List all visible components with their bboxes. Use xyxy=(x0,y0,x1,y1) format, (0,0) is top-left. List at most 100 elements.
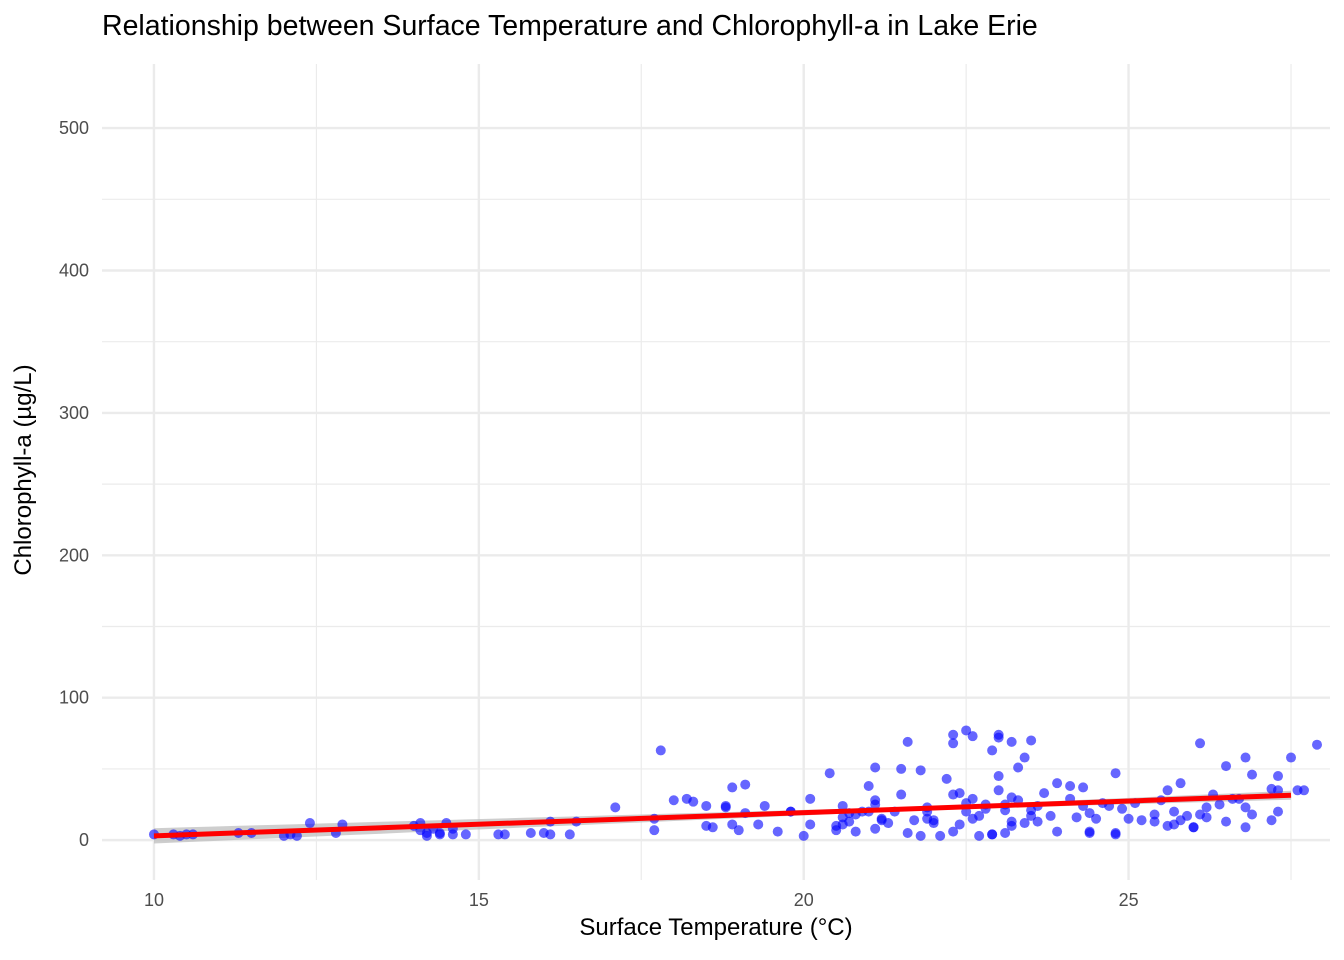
data-point xyxy=(883,818,894,829)
x-tick-label: 20 xyxy=(794,890,814,910)
data-point xyxy=(837,800,848,811)
data-point xyxy=(974,810,985,821)
data-point xyxy=(948,729,959,740)
data-point xyxy=(896,789,907,800)
data-point xyxy=(915,830,926,841)
data-point xyxy=(805,819,816,830)
data-point xyxy=(1136,815,1147,826)
data-point xyxy=(1182,810,1193,821)
data-point xyxy=(870,762,881,773)
data-point xyxy=(1240,752,1251,763)
data-point xyxy=(993,771,1004,782)
data-point xyxy=(1273,806,1284,817)
y-axis-ticks: 0 100 200 300 400 500 xyxy=(59,118,89,850)
data-point xyxy=(1045,810,1056,821)
data-point xyxy=(1000,828,1011,839)
data-point xyxy=(870,799,881,810)
data-point xyxy=(1052,826,1063,837)
data-point xyxy=(499,829,510,840)
data-point xyxy=(421,830,432,841)
data-point xyxy=(759,800,770,811)
data-point xyxy=(1013,762,1024,773)
data-point xyxy=(954,788,965,799)
data-point xyxy=(720,802,731,813)
data-point xyxy=(1221,761,1232,772)
data-point xyxy=(1214,799,1225,810)
data-point xyxy=(1006,816,1017,827)
data-point xyxy=(1149,816,1160,827)
data-point xyxy=(1052,778,1063,789)
y-tick-label: 400 xyxy=(59,260,89,280)
data-point xyxy=(1299,785,1310,796)
data-point xyxy=(935,830,946,841)
data-point xyxy=(1065,781,1076,792)
data-point xyxy=(1110,829,1121,840)
data-point xyxy=(1162,785,1173,796)
data-point xyxy=(1026,735,1037,746)
y-tick-label: 300 xyxy=(59,403,89,423)
data-point xyxy=(545,829,556,840)
data-point xyxy=(701,800,712,811)
data-point xyxy=(1201,802,1212,813)
data-point xyxy=(1091,813,1102,824)
y-axis-label: Chlorophyll-a (µg/L) xyxy=(10,364,37,576)
data-point xyxy=(1247,809,1258,820)
data-point xyxy=(967,731,978,742)
data-point xyxy=(928,815,939,826)
data-point xyxy=(915,765,926,776)
data-point xyxy=(688,796,699,807)
data-point xyxy=(1039,788,1050,799)
data-point xyxy=(1019,818,1030,829)
data-point xyxy=(291,830,302,841)
data-point xyxy=(967,793,978,804)
data-point xyxy=(948,826,959,837)
y-tick-label: 500 xyxy=(59,118,89,138)
data-point xyxy=(1286,752,1297,763)
data-point xyxy=(1273,785,1284,796)
data-point xyxy=(525,828,536,839)
y-tick-label: 100 xyxy=(59,688,89,708)
data-point xyxy=(564,829,575,840)
y-tick-label: 0 xyxy=(79,830,89,850)
chart-title: Relationship between Surface Temperature… xyxy=(102,10,1038,42)
data-point xyxy=(1032,816,1043,827)
data-point xyxy=(1110,768,1121,779)
data-point xyxy=(1195,738,1206,749)
data-point xyxy=(948,738,959,749)
data-point xyxy=(772,826,783,837)
grid-lines xyxy=(102,64,1330,880)
data-point xyxy=(740,779,751,790)
data-point xyxy=(649,825,660,836)
x-tick-label: 10 xyxy=(144,890,164,910)
y-tick-label: 200 xyxy=(59,545,89,565)
data-point xyxy=(1201,812,1212,823)
data-point xyxy=(1312,739,1323,750)
data-point xyxy=(896,763,907,774)
data-point xyxy=(850,826,861,837)
data-point xyxy=(798,830,809,841)
data-point xyxy=(844,816,855,827)
regression-line xyxy=(153,792,1292,839)
data-point xyxy=(987,745,998,756)
data-point xyxy=(1149,809,1160,820)
x-tick-label: 25 xyxy=(1119,890,1139,910)
data-point xyxy=(1084,808,1095,819)
data-point xyxy=(1240,822,1251,833)
data-point xyxy=(727,819,738,830)
data-point xyxy=(733,825,744,836)
data-point xyxy=(1084,828,1095,839)
data-point xyxy=(753,819,764,830)
data-point xyxy=(909,815,920,826)
x-axis-ticks: 10 15 20 25 xyxy=(144,890,1139,910)
data-point xyxy=(1188,822,1199,833)
data-point xyxy=(941,773,952,784)
data-point xyxy=(1169,806,1180,817)
data-point xyxy=(1006,736,1017,747)
data-point xyxy=(805,793,816,804)
data-point xyxy=(1123,813,1134,824)
data-point xyxy=(987,829,998,840)
data-point xyxy=(1019,752,1030,763)
data-point xyxy=(1221,816,1232,827)
data-point xyxy=(961,725,972,736)
